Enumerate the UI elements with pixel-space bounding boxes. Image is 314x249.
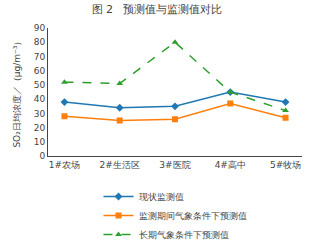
svg-text:20: 20 [34, 123, 46, 133]
svg-text:3#医院: 3#医院 [159, 160, 190, 170]
svg-text:图 2 预测值与监测值对比: 图 2 预测值与监测值对比 [92, 3, 223, 16]
svg-text:2#生活区: 2#生活区 [100, 160, 140, 170]
svg-text:1#农场: 1#农场 [49, 160, 80, 170]
svg-text:0: 0 [39, 151, 45, 161]
svg-text:30: 30 [34, 109, 46, 119]
svg-text:10: 10 [34, 137, 46, 147]
svg-text:5#牧场: 5#牧场 [270, 160, 301, 170]
svg-text:4#高中: 4#高中 [215, 160, 246, 170]
svg-text:SO₂日均浓度／（μg/m⁻³）: SO₂日均浓度／（μg/m⁻³） [12, 37, 22, 148]
svg-text:90: 90 [34, 23, 46, 33]
svg-text:70: 70 [34, 52, 46, 62]
svg-text:80: 80 [34, 37, 46, 47]
svg-text:监测期间气象条件下预测值: 监测期间气象条件下预测值 [139, 211, 247, 221]
svg-text:长期气象条件下预测值: 长期气象条件下预测值 [139, 230, 229, 240]
svg-text:50: 50 [34, 80, 46, 90]
svg-text:现状监测值: 现状监测值 [139, 192, 184, 202]
svg-text:40: 40 [34, 94, 46, 104]
svg-text:60: 60 [34, 66, 46, 76]
